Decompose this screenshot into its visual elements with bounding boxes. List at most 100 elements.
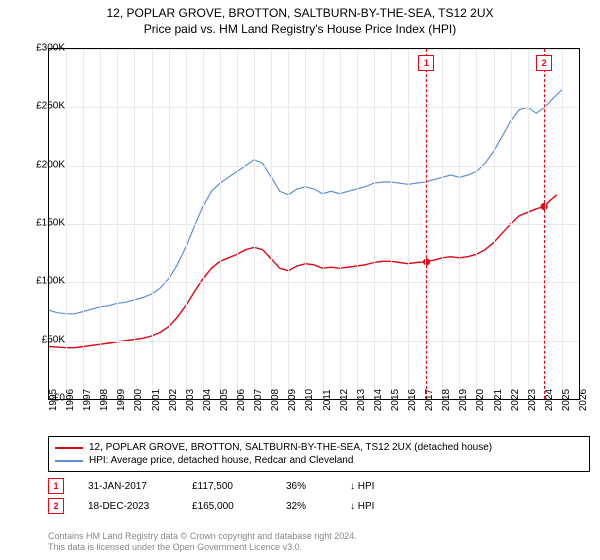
- footer-line-2: This data is licensed under the Open Gov…: [48, 542, 357, 554]
- x-axis-tick-label: 2005: [219, 389, 230, 411]
- x-axis-tick-label: 2026: [578, 389, 589, 411]
- sale-pct: 32%: [286, 501, 326, 512]
- x-axis-tick-label: 2003: [185, 389, 196, 411]
- title-line-2: Price paid vs. HM Land Registry's House …: [0, 22, 600, 38]
- gridline-vertical: [237, 49, 238, 399]
- gridline-horizontal: [49, 282, 579, 283]
- x-axis-tick-label: 1997: [82, 389, 93, 411]
- legend-label: HPI: Average price, detached house, Redc…: [89, 455, 353, 466]
- title-line-1: 12, POPLAR GROVE, BROTTON, SALTBURN-BY-T…: [0, 6, 600, 22]
- x-axis-tick-label: 2017: [424, 389, 435, 411]
- gridline-vertical: [186, 49, 187, 399]
- sale-date: 18-DEC-2023: [88, 501, 168, 512]
- y-axis-tick-label: £250K: [36, 101, 65, 112]
- x-axis-tick-label: 2024: [544, 389, 555, 411]
- sale-row: 1 31-JAN-2017 £117,500 36% ↓ HPI: [48, 478, 578, 494]
- x-axis-tick-label: 2015: [390, 389, 401, 411]
- footer-attribution: Contains HM Land Registry data © Crown c…: [48, 531, 357, 554]
- sale-pct: 36%: [286, 481, 326, 492]
- x-axis-tick-label: 2007: [253, 389, 264, 411]
- y-axis-tick-label: £300K: [36, 43, 65, 54]
- x-axis-tick-label: 2000: [133, 389, 144, 411]
- gridline-vertical: [459, 49, 460, 399]
- gridline-vertical: [442, 49, 443, 399]
- x-axis-tick-label: 1996: [65, 389, 76, 411]
- gridline-horizontal: [49, 107, 579, 108]
- x-axis-tick-label: 1995: [48, 389, 59, 411]
- gridline-vertical: [66, 49, 67, 399]
- sale-price: £165,000: [192, 501, 262, 512]
- x-axis-tick-label: 2001: [151, 389, 162, 411]
- gridline-vertical: [100, 49, 101, 399]
- legend-swatch: [55, 447, 83, 449]
- gridline-vertical: [254, 49, 255, 399]
- gridline-vertical: [117, 49, 118, 399]
- x-axis-tick-label: 2002: [168, 389, 179, 411]
- gridline-vertical: [357, 49, 358, 399]
- gridline-vertical: [511, 49, 512, 399]
- x-axis-tick-label: 2018: [441, 389, 452, 411]
- sale-compare: ↓ HPI: [350, 501, 374, 512]
- x-axis-tick-label: 2021: [493, 389, 504, 411]
- sale-compare: ↓ HPI: [350, 481, 374, 492]
- y-axis-tick-label: £100K: [36, 276, 65, 287]
- x-axis-tick-label: 2009: [287, 389, 298, 411]
- legend-row: HPI: Average price, detached house, Redc…: [55, 454, 583, 467]
- x-axis-tick-label: 2022: [510, 389, 521, 411]
- x-axis-tick-label: 2020: [475, 389, 486, 411]
- series-line-price_paid: [49, 195, 557, 348]
- gridline-vertical: [220, 49, 221, 399]
- sale-marker-box: 1: [48, 478, 64, 494]
- legend-row: 12, POPLAR GROVE, BROTTON, SALTBURN-BY-T…: [55, 441, 583, 454]
- x-axis-tick-label: 2008: [270, 389, 281, 411]
- gridline-vertical: [83, 49, 84, 399]
- gridline-vertical: [562, 49, 563, 399]
- gridline-vertical: [203, 49, 204, 399]
- sale-row: 2 18-DEC-2023 £165,000 32% ↓ HPI: [48, 498, 578, 514]
- gridline-horizontal: [49, 224, 579, 225]
- y-axis-tick-label: £150K: [36, 218, 65, 229]
- chart-title: 12, POPLAR GROVE, BROTTON, SALTBURN-BY-T…: [0, 0, 600, 37]
- sale-vline: [544, 49, 545, 399]
- sale-vline: [426, 49, 427, 399]
- gridline-vertical: [528, 49, 529, 399]
- x-axis-tick-label: 2013: [356, 389, 367, 411]
- plot-area: 12: [48, 48, 580, 400]
- sale-vline-label: 1: [418, 55, 434, 71]
- y-axis-tick-label: £200K: [36, 159, 65, 170]
- x-axis-tick-label: 2010: [304, 389, 315, 411]
- legend: 12, POPLAR GROVE, BROTTON, SALTBURN-BY-T…: [48, 436, 590, 472]
- sale-marker-box: 2: [48, 498, 64, 514]
- x-axis-tick-label: 2014: [373, 389, 384, 411]
- x-axis-tick-label: 2011: [322, 389, 333, 411]
- footer-line-1: Contains HM Land Registry data © Crown c…: [48, 531, 357, 543]
- gridline-horizontal: [49, 166, 579, 167]
- gridline-vertical: [340, 49, 341, 399]
- x-axis-tick-label: 1999: [116, 389, 127, 411]
- sale-date: 31-JAN-2017: [88, 481, 168, 492]
- gridline-vertical: [305, 49, 306, 399]
- gridline-vertical: [494, 49, 495, 399]
- sale-price: £117,500: [192, 481, 262, 492]
- x-axis-tick-label: 2004: [202, 389, 213, 411]
- x-axis-tick-label: 1998: [99, 389, 110, 411]
- gridline-vertical: [408, 49, 409, 399]
- legend-swatch: [55, 460, 83, 462]
- gridline-vertical: [271, 49, 272, 399]
- x-axis-tick-label: 2019: [458, 389, 469, 411]
- gridline-vertical: [152, 49, 153, 399]
- x-axis-tick-label: 2023: [527, 389, 538, 411]
- x-axis-tick-label: 2006: [236, 389, 247, 411]
- y-axis-tick-label: £50K: [42, 334, 65, 345]
- gridline-vertical: [134, 49, 135, 399]
- chart-container: 12, POPLAR GROVE, BROTTON, SALTBURN-BY-T…: [0, 0, 600, 560]
- x-axis-tick-label: 2012: [339, 389, 350, 411]
- gridline-vertical: [391, 49, 392, 399]
- legend-label: 12, POPLAR GROVE, BROTTON, SALTBURN-BY-T…: [89, 442, 492, 453]
- gridline-horizontal: [49, 49, 579, 50]
- x-axis-tick-label: 2016: [407, 389, 418, 411]
- gridline-vertical: [323, 49, 324, 399]
- x-axis-tick-label: 2025: [561, 389, 572, 411]
- gridline-vertical: [288, 49, 289, 399]
- gridline-vertical: [374, 49, 375, 399]
